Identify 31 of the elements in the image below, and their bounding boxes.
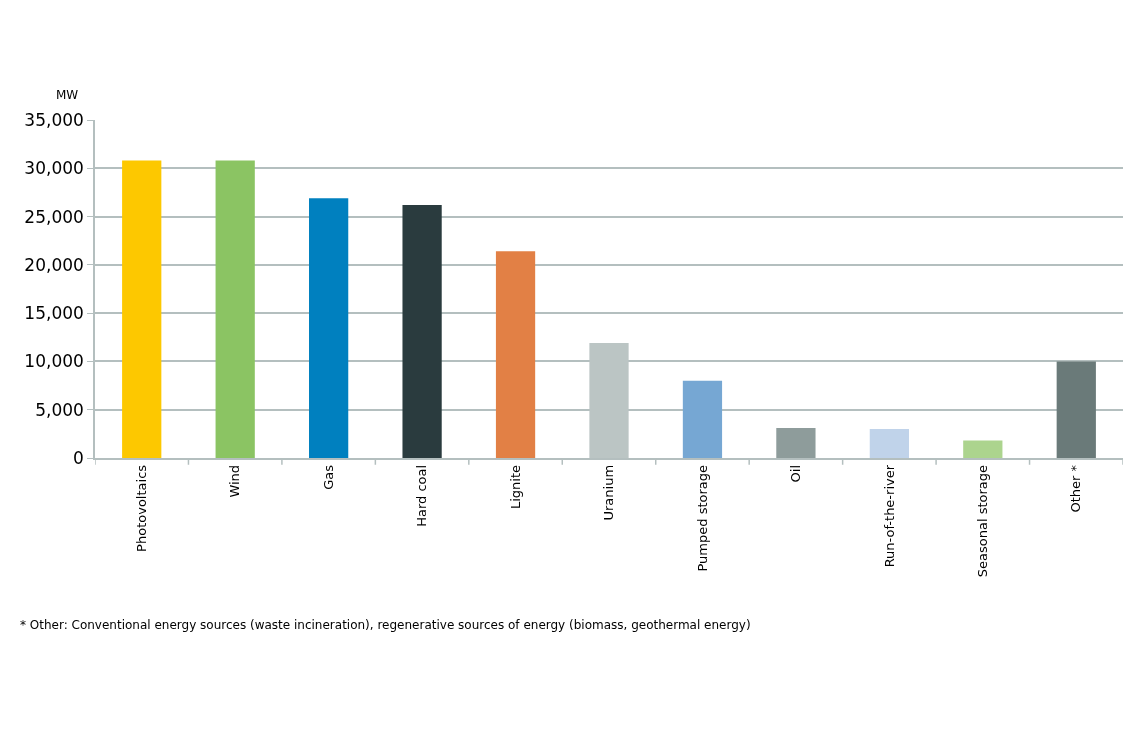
x-tick-label: Gas	[320, 464, 336, 490]
x-tick-label: Uranium	[601, 464, 617, 521]
bar	[869, 429, 909, 458]
text: * Other: Conventional energy sources (waste incineration), regenerative sources of energy (biomass, geothermal energy)	[20, 618, 751, 632]
y-tick-label: 0	[73, 447, 84, 468]
x-tick-label: Seasonal storage	[975, 464, 991, 578]
bar	[1056, 361, 1096, 458]
y-tick-label: 20,000	[24, 254, 84, 275]
x-tick-label: Other *	[1068, 464, 1084, 513]
y-tick-label: 35,000	[24, 109, 84, 130]
x-tick-label: Pumped storage	[694, 464, 710, 572]
x-tick-label: Oil	[788, 464, 804, 483]
bar	[495, 251, 536, 458]
bar	[682, 380, 723, 458]
y-tick-label: 25,000	[24, 206, 84, 227]
y-tick-label: 15,000	[24, 303, 84, 324]
y-axis-title: MW	[56, 88, 79, 102]
bar	[215, 160, 255, 458]
bar	[122, 160, 162, 458]
y-tick-label: 30,000	[24, 158, 84, 179]
x-tick-label: Run-of-the-river	[881, 464, 897, 568]
y-tick-label: 10,000	[24, 351, 84, 372]
bar	[963, 440, 1003, 458]
bar	[309, 198, 349, 458]
bar	[402, 204, 442, 458]
y-tick-label: 5,000	[35, 399, 84, 420]
x-tick-label: Hard coal	[414, 464, 430, 527]
x-tick-label: Photovoltaics	[133, 464, 149, 552]
bar	[776, 428, 816, 458]
x-tick-label: Wind	[227, 464, 243, 498]
x-tick-label: Lignite	[507, 464, 523, 510]
